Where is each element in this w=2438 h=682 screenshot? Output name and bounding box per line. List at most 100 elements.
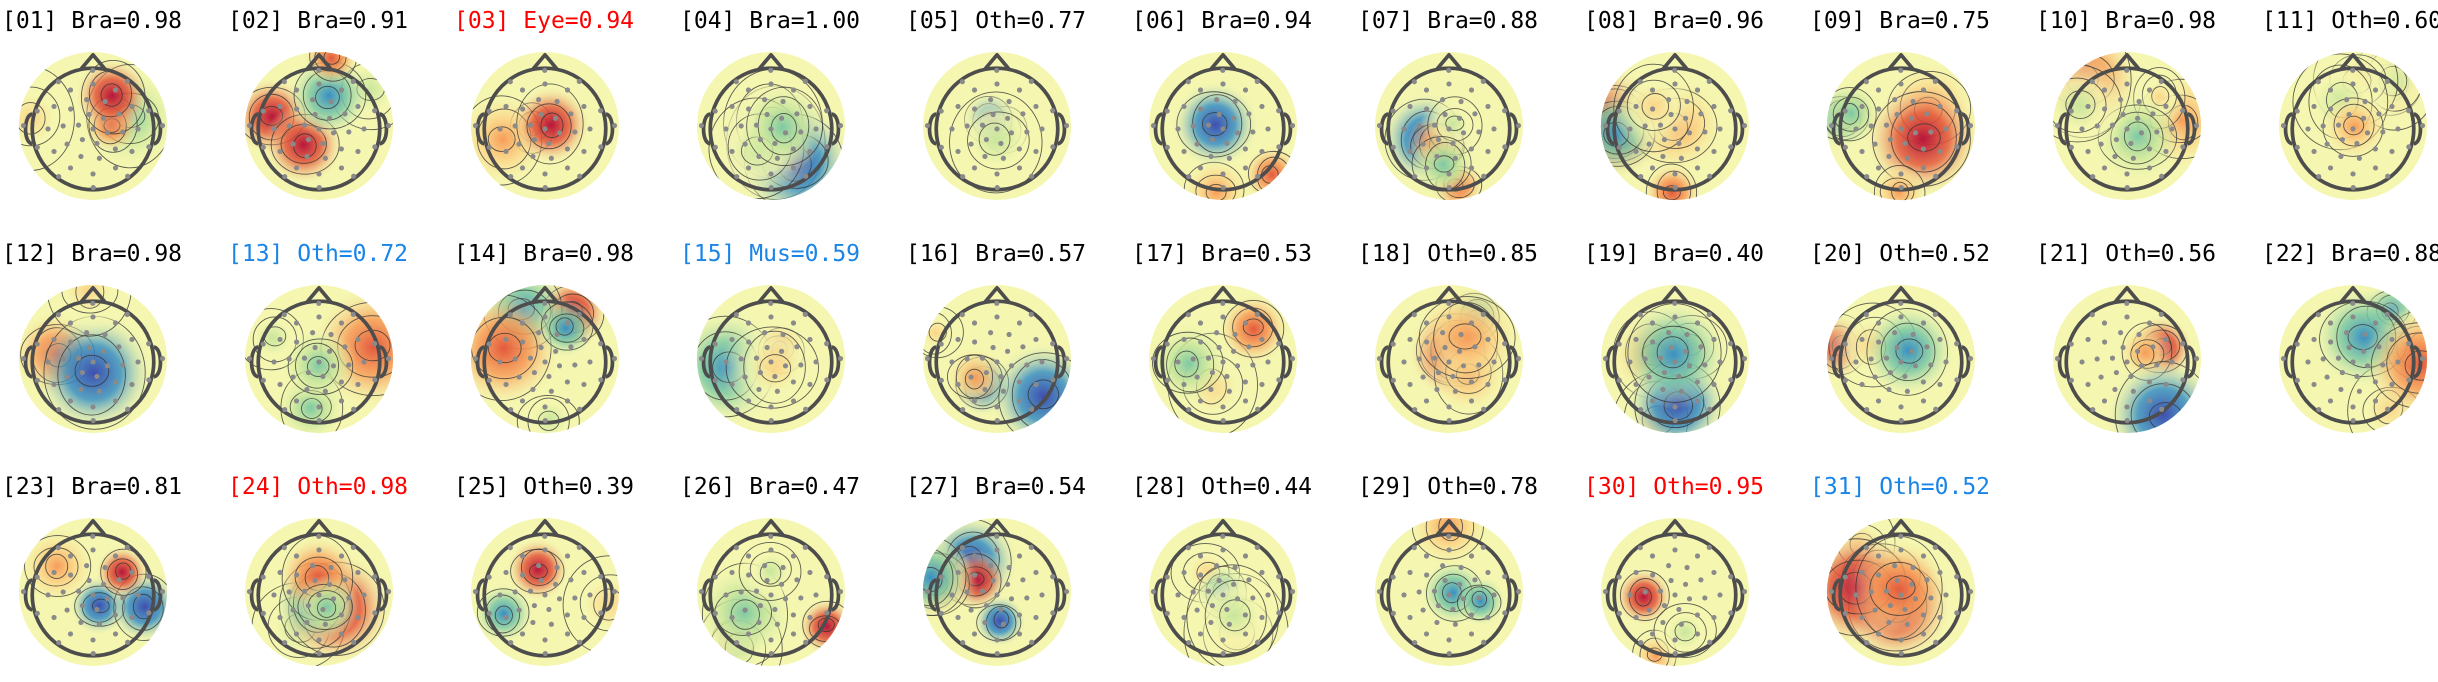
electrode [2146,165,2153,171]
component-id: [11] [2262,8,2318,34]
electrode [2163,381,2169,388]
electrode [1660,386,1666,393]
electrode [538,577,544,584]
electrode [1424,572,1430,578]
electrode [1411,312,1417,318]
electrode [1276,377,1282,383]
electrode [568,111,574,117]
head-outline [475,53,615,192]
electrode [1920,165,1927,171]
component-6: [06] Bra=0.94 [1130,6,1356,216]
electrode [1431,355,1438,361]
electrode [1458,331,1464,338]
electrode [1649,320,1656,326]
electrode [2128,140,2134,147]
topomap [2052,51,2202,201]
component-label: [15] Mus=0.59 [680,239,860,269]
electrode [2180,377,2186,383]
component-16: [16] Bra=0.57 [904,239,1130,449]
electrode [2327,87,2334,93]
electrode [994,651,1000,657]
electrode [1910,564,1916,571]
component-id: [14] [454,241,510,267]
electrode [2350,185,2356,191]
electrode [1887,602,1894,609]
electrode [1886,619,1892,626]
electrode [1892,563,1898,569]
electrode [1205,588,1212,594]
electrode [346,362,352,368]
electrode [94,373,100,380]
electrode [1468,320,1475,326]
electrode [1853,592,1859,598]
electrode [305,369,312,376]
electrode [753,588,760,594]
electrode [1255,639,1261,645]
electrode [1220,314,1226,320]
electrode [959,312,965,318]
electrode [1033,336,1039,343]
electrode [798,129,804,135]
electrode [1016,398,1023,404]
electrode [1875,165,1882,171]
electrode [1828,355,1835,362]
electrode [2311,103,2317,110]
electrode [2335,355,2342,361]
electrode [2335,122,2342,128]
electrode [1242,612,1248,618]
electrode [1016,87,1023,93]
electrode [960,173,966,180]
electrode [938,341,944,347]
electrode [1434,386,1440,393]
electrode [1185,545,1191,551]
electrode [768,533,774,539]
electrode-markers [1150,300,1296,424]
electrode [1649,398,1656,404]
electrode [1050,610,1056,616]
electrode [938,108,944,114]
electrode [798,362,804,368]
electrode [1039,126,1045,132]
electrode [1216,344,1222,351]
component-label: [30] Oth=0.95 [1584,472,1764,502]
electrode [2389,103,2395,110]
electrode [1250,129,1256,135]
electrode [1412,406,1418,413]
electrode [2146,87,2153,93]
electrode [124,544,130,550]
electrode [1232,98,1238,105]
electrode [1616,108,1622,114]
electrode [1216,577,1222,584]
electrode [1666,563,1672,569]
electrode [2389,148,2395,155]
component-class-score: Bra=0.75 [1879,8,1991,34]
electrode [1197,553,1204,559]
electrode [1289,355,1296,362]
component-14: [14] Bra=0.98 [452,239,678,449]
electrode [90,81,96,87]
electrode [1646,374,1652,380]
electrode [301,588,308,594]
electrode [955,569,961,576]
electrode [1666,330,1672,336]
electrode [330,130,337,136]
electrode [135,592,141,598]
electrode [78,619,84,626]
electrode [1265,126,1271,132]
electrode [286,356,292,362]
electrode [486,341,492,347]
electrode [576,78,582,84]
electrode [1868,356,1874,362]
electrode [979,588,986,594]
electrode [2338,153,2344,160]
electrode [1842,144,1848,150]
electrode [2068,341,2074,347]
electrode [1898,359,1904,365]
component-id: [17] [1132,241,1188,267]
topomap [244,51,394,201]
electrode-markers [924,300,1070,424]
electrode [746,106,752,112]
electrode [34,610,40,616]
electrode [564,631,571,637]
component-class-score: Oth=0.85 [1427,241,1539,267]
